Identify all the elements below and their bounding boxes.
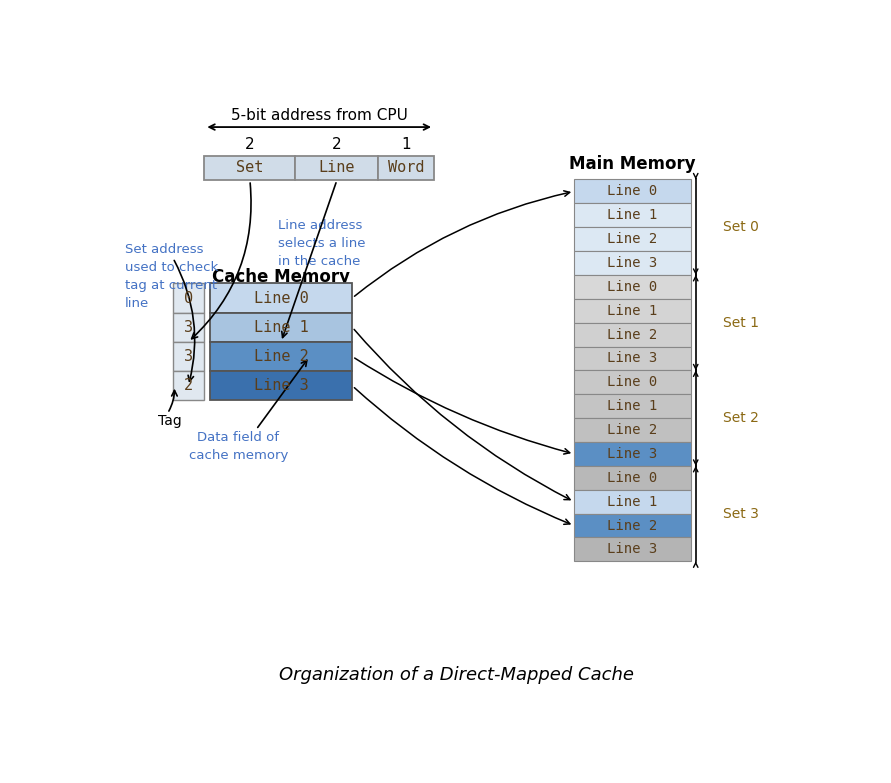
- Text: 2: 2: [332, 136, 342, 151]
- Text: 3: 3: [184, 319, 192, 335]
- Text: Line 2: Line 2: [608, 232, 658, 246]
- Bar: [210, 342, 352, 371]
- Bar: [574, 251, 691, 275]
- Bar: [210, 312, 352, 342]
- Text: Set 1: Set 1: [723, 316, 759, 330]
- Bar: [379, 156, 434, 180]
- Text: Line 1: Line 1: [608, 399, 658, 413]
- Bar: [295, 156, 379, 180]
- Text: Line 1: Line 1: [608, 304, 658, 318]
- Text: Word: Word: [388, 161, 424, 175]
- Text: Line 1: Line 1: [608, 208, 658, 222]
- Bar: [574, 179, 691, 204]
- Text: Line 3: Line 3: [608, 352, 658, 366]
- Text: Line 0: Line 0: [608, 375, 658, 389]
- Text: Line 3: Line 3: [608, 256, 658, 270]
- Text: Set 3: Set 3: [723, 507, 759, 521]
- Bar: [574, 227, 691, 251]
- Bar: [574, 489, 691, 514]
- Text: Line 0: Line 0: [254, 290, 308, 305]
- Bar: [574, 204, 691, 227]
- Bar: [210, 371, 352, 400]
- Text: Line 0: Line 0: [608, 280, 658, 294]
- Bar: [173, 312, 204, 342]
- Text: Line 3: Line 3: [608, 543, 658, 557]
- Text: Line 2: Line 2: [608, 327, 658, 341]
- Text: Line 2: Line 2: [254, 349, 308, 364]
- Text: Set 0: Set 0: [723, 220, 759, 234]
- Text: Set 2: Set 2: [723, 411, 759, 425]
- Bar: [574, 442, 691, 466]
- Text: 1: 1: [401, 136, 411, 151]
- Text: Line 3: Line 3: [608, 447, 658, 461]
- Bar: [574, 395, 691, 418]
- Text: Set: Set: [236, 161, 264, 175]
- Bar: [574, 299, 691, 323]
- Text: Line 1: Line 1: [254, 319, 308, 335]
- Text: Line 0: Line 0: [608, 184, 658, 198]
- Text: Cache Memory: Cache Memory: [212, 269, 350, 287]
- Text: 0: 0: [184, 290, 192, 305]
- Bar: [574, 370, 691, 395]
- Bar: [574, 418, 691, 442]
- Text: Set address
used to check
tag at current
line: Set address used to check tag at current…: [125, 243, 218, 309]
- Text: Line 0: Line 0: [608, 471, 658, 485]
- Bar: [574, 537, 691, 561]
- Text: Line: Line: [319, 161, 356, 175]
- Bar: [210, 283, 352, 312]
- Bar: [574, 347, 691, 370]
- Bar: [574, 275, 691, 299]
- Text: Data field of
cache memory: Data field of cache memory: [189, 431, 288, 462]
- Text: 3: 3: [184, 349, 192, 364]
- Text: 5-bit address from CPU: 5-bit address from CPU: [231, 108, 407, 123]
- Bar: [574, 514, 691, 537]
- Text: Line 3: Line 3: [254, 378, 308, 393]
- Bar: [173, 342, 204, 371]
- Text: Line 1: Line 1: [608, 495, 658, 509]
- Text: Main Memory: Main Memory: [569, 155, 696, 173]
- Text: Line 2: Line 2: [608, 518, 658, 532]
- Bar: [173, 371, 204, 400]
- Text: Tag: Tag: [159, 414, 182, 428]
- Bar: [173, 283, 204, 312]
- Text: 2: 2: [245, 136, 255, 151]
- Text: Line 2: Line 2: [608, 423, 658, 437]
- Text: 2: 2: [184, 378, 192, 393]
- Bar: [574, 323, 691, 347]
- Text: Line address
selects a line
in the cache: Line address selects a line in the cache: [278, 219, 365, 269]
- Text: Organization of a Direct-Mapped Cache: Organization of a Direct-Mapped Cache: [279, 666, 634, 684]
- Bar: [574, 466, 691, 489]
- Bar: [204, 156, 295, 180]
